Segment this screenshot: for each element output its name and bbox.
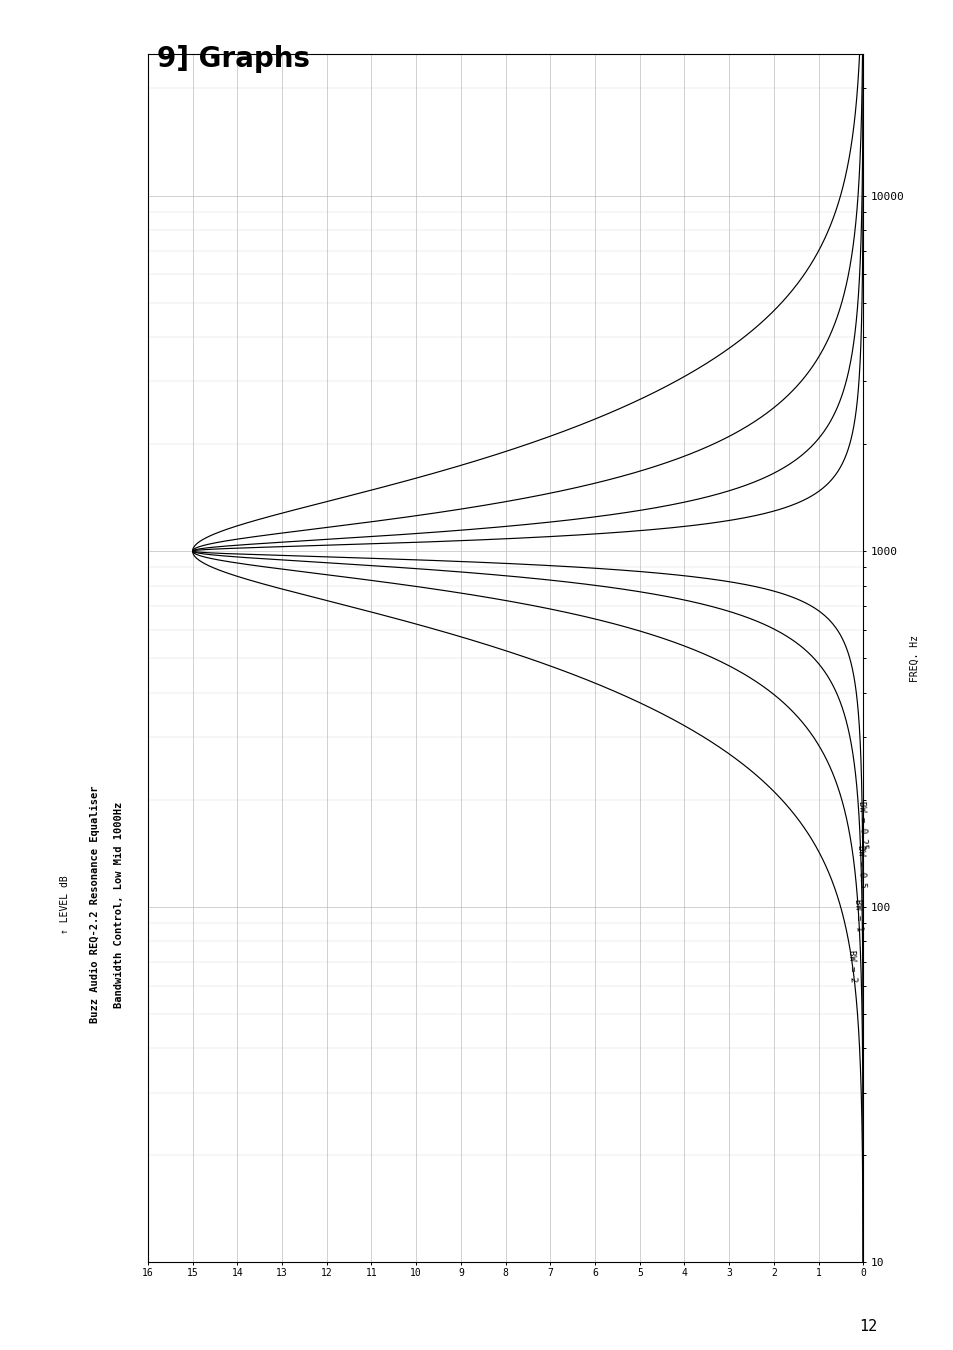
- Text: Bandwidth Control, Low Mid 1000Hz: Bandwidth Control, Low Mid 1000Hz: [114, 802, 124, 1007]
- Text: Buzz Audio REQ-2.2 Resonance Equaliser: Buzz Audio REQ-2.2 Resonance Equaliser: [91, 786, 100, 1023]
- Y-axis label: FREQ. Hz: FREQ. Hz: [908, 634, 919, 682]
- Text: BW = 2: BW = 2: [846, 950, 857, 983]
- Text: BW = 0.25: BW = 0.25: [856, 801, 867, 849]
- Text: 9] Graphs: 9] Graphs: [157, 45, 310, 73]
- Text: BW = 0.5: BW = 0.5: [855, 845, 866, 888]
- Text: 12: 12: [859, 1319, 877, 1334]
- Text: BW = 1: BW = 1: [852, 898, 863, 931]
- Text: ↑ LEVEL dB: ↑ LEVEL dB: [60, 875, 70, 934]
